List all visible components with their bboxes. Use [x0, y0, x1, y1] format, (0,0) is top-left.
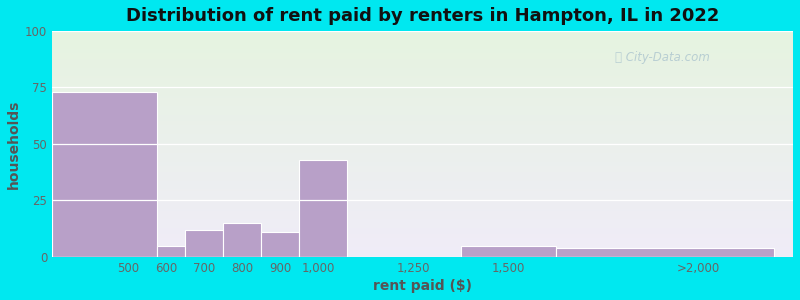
Bar [52, 92, 157, 257]
Bar [461, 246, 556, 257]
X-axis label: rent paid ($): rent paid ($) [373, 279, 472, 293]
Y-axis label: households: households [7, 99, 21, 188]
Title: Distribution of rent paid by renters in Hampton, IL in 2022: Distribution of rent paid by renters in … [126, 7, 719, 25]
Bar [157, 246, 185, 257]
Bar [261, 232, 299, 257]
Bar [223, 223, 261, 257]
Bar [299, 160, 346, 257]
Bar [185, 230, 223, 257]
Text: ⓘ City-Data.com: ⓘ City-Data.com [615, 51, 710, 64]
Bar [556, 248, 774, 257]
